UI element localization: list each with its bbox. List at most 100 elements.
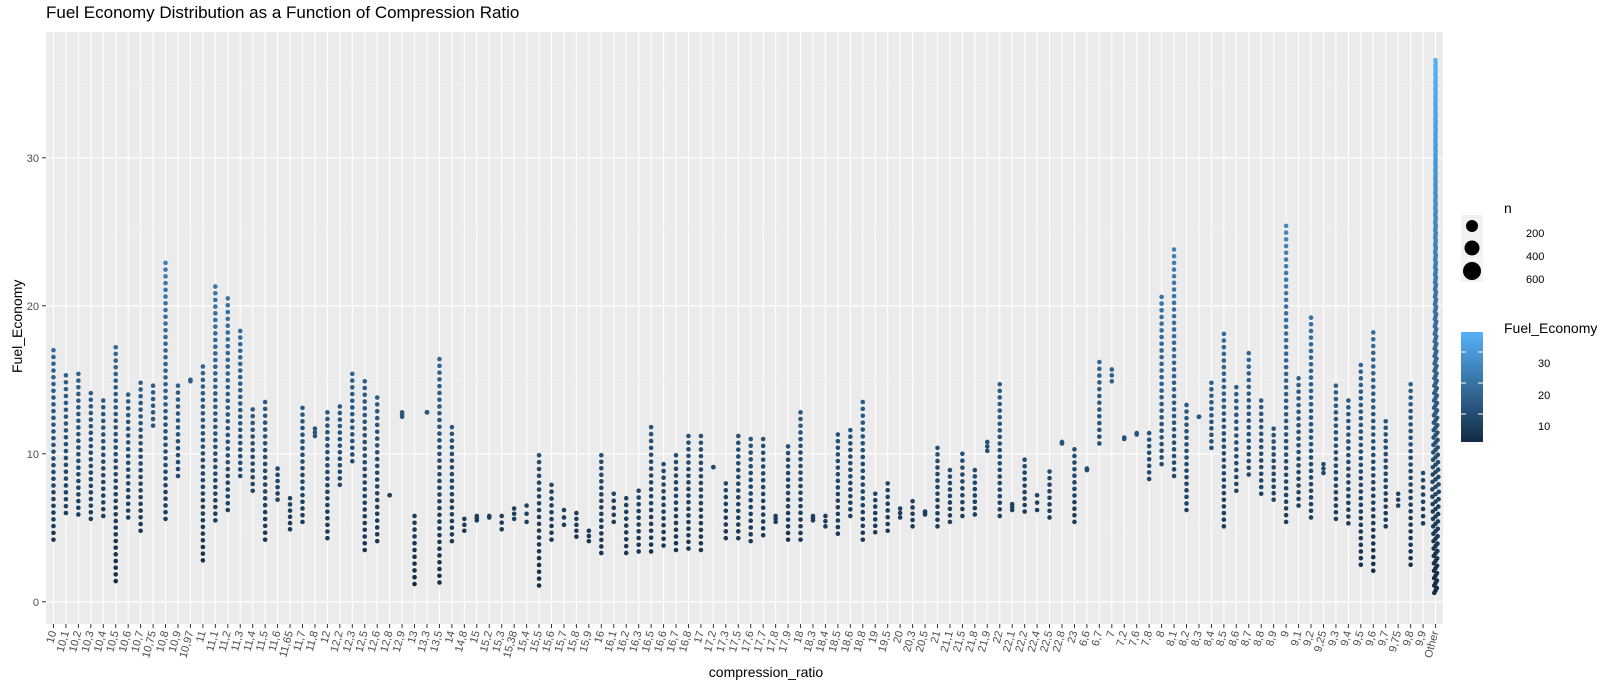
data-point (1283, 432, 1289, 437)
x-tick-label: 22,2 (1013, 630, 1030, 654)
data-point (1420, 492, 1426, 497)
data-point (125, 474, 131, 479)
data-point (76, 472, 81, 477)
data-point (1395, 497, 1401, 502)
data-point (885, 528, 890, 534)
data-point (1383, 504, 1389, 509)
data-point (175, 452, 181, 458)
data-point (1283, 411, 1289, 417)
data-point (300, 465, 305, 471)
data-point (449, 485, 455, 490)
data-point (960, 472, 965, 477)
data-point (636, 535, 641, 541)
data-point (1434, 556, 1440, 561)
data-point (835, 498, 841, 503)
data-point (362, 446, 368, 452)
data-point (661, 475, 666, 481)
data-point (262, 489, 268, 494)
data-point (1184, 428, 1189, 434)
data-point (1234, 412, 1239, 418)
data-point (300, 445, 305, 451)
data-point (412, 561, 417, 566)
data-point (1258, 484, 1264, 490)
data-point (449, 532, 455, 537)
data-point (860, 454, 866, 460)
data-point (1420, 470, 1426, 476)
data-point (1146, 443, 1152, 449)
data-point (760, 505, 766, 511)
data-point (138, 427, 143, 433)
x-tick-label: 17,3 (715, 630, 732, 654)
data-point (735, 460, 741, 466)
data-point (412, 581, 417, 587)
data-point (1221, 504, 1227, 509)
data-point (1047, 502, 1052, 507)
data-point (213, 451, 218, 456)
data-point (1308, 388, 1314, 394)
data-point (113, 398, 119, 403)
data-point (935, 517, 940, 523)
data-point (798, 416, 803, 422)
data-point (1159, 388, 1164, 393)
data-point (51, 496, 56, 502)
data-point (1047, 488, 1052, 494)
data-point (213, 424, 218, 430)
data-point (51, 368, 56, 373)
data-point (661, 502, 666, 508)
data-point (113, 451, 119, 457)
data-point (163, 368, 168, 373)
data-point (237, 467, 243, 472)
data-point (374, 531, 380, 537)
data-point (648, 431, 654, 437)
x-tick-label: 15,8 (565, 630, 582, 654)
data-point (225, 350, 231, 356)
data-point (997, 454, 1003, 459)
data-point (51, 537, 56, 542)
data-point (362, 534, 368, 539)
data-point (1283, 223, 1289, 229)
data-point (51, 381, 56, 387)
data-point (1333, 463, 1339, 468)
data-point (175, 438, 181, 444)
data-point (1072, 453, 1077, 459)
data-point (1283, 351, 1289, 356)
data-point (835, 471, 841, 477)
data-point (262, 420, 268, 425)
data-point (1436, 474, 1441, 480)
data-point (1184, 481, 1189, 487)
size-legend-label: 600 (1526, 274, 1545, 286)
data-point (1221, 451, 1227, 456)
data-point (1408, 402, 1413, 407)
data-point (798, 410, 803, 415)
data-point (499, 526, 505, 532)
data-point (163, 388, 168, 394)
data-point (1296, 483, 1301, 488)
data-point (1171, 453, 1177, 459)
data-point (686, 433, 691, 439)
data-point (723, 494, 729, 500)
data-point (1283, 485, 1289, 491)
x-tick-label: 15 (468, 630, 483, 645)
data-point (673, 500, 679, 505)
x-tick-label: 9,7 (1376, 630, 1392, 648)
data-point (362, 507, 368, 512)
data-point (113, 532, 119, 537)
data-point (1333, 509, 1339, 515)
data-point (686, 473, 691, 479)
data-point (325, 423, 330, 428)
data-point (213, 417, 218, 423)
data-point (997, 500, 1003, 506)
data-point (1271, 452, 1276, 457)
data-point (648, 473, 654, 478)
data-point (1308, 381, 1314, 387)
data-point (237, 335, 243, 340)
data-point (1221, 411, 1227, 416)
data-point (1283, 452, 1289, 457)
data-point (113, 518, 119, 524)
data-point (574, 510, 579, 516)
data-point (1258, 464, 1264, 470)
data-point (1097, 386, 1102, 392)
data-point (213, 411, 218, 416)
data-point (1308, 415, 1314, 420)
